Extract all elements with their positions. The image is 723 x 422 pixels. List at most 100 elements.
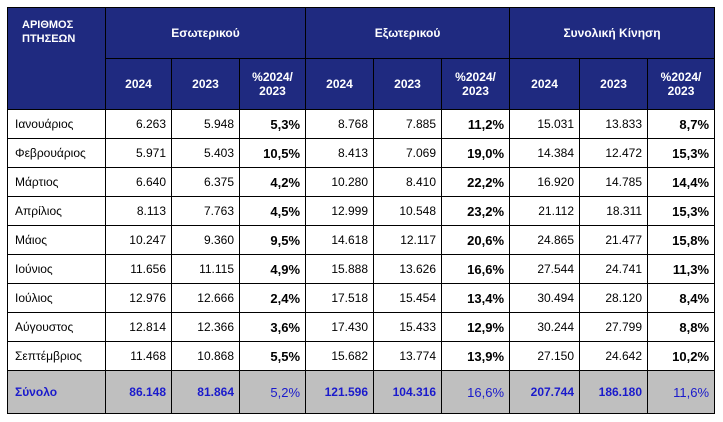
sub-header-change-line2: 2023 [462,84,489,98]
sub-header-year-2023: 2023 [579,58,649,110]
month-cell: Μάρτιος [7,167,106,197]
international-2024-cell: 14.618 [305,225,375,255]
total-2024-cell: 21.112 [509,196,581,226]
total-change-cell: 8,4% [647,283,716,313]
table-row: Ιανουάριος 6.263 5.948 5,3% 8.768 7.885 … [7,109,716,139]
domestic-2024-cell: 11.656 [105,254,172,284]
corner-header-line1: ΑΡΙΘΜΟΣ [22,19,74,31]
month-cell: Ιανουάριος [7,109,106,139]
total-change-cell: 8,8% [647,312,716,342]
domestic-change-cell: 5,3% [238,109,307,139]
month-cell: Αύγουστος [7,312,106,342]
total-change-cell: 10,2% [647,341,716,371]
total-2023-cell: 28.120 [579,283,649,313]
sub-header-change-line1: %2024/ [455,70,496,84]
total-2024-cell: 15.031 [509,109,581,139]
domestic-change-cell: 3,6% [238,312,307,342]
table-body: Ιανουάριος 6.263 5.948 5,3% 8.768 7.885 … [7,109,716,414]
total-2024-cell: 14.384 [509,138,581,168]
total-2023-cell: 24.741 [579,254,649,284]
total-2023-cell: 14.785 [579,167,649,197]
domestic-2023-cell: 9.360 [171,225,240,255]
month-cell: Ιούλιος [7,283,106,313]
sub-header-row: 2024 2023 %2024/2023 2024 2023 %2024/202… [8,58,716,110]
month-cell: Μάιος [7,225,106,255]
total-2023-cell: 13.833 [579,109,649,139]
international-2023-cell: 7.069 [373,138,443,168]
domestic-change-cell: 5,5% [238,341,307,371]
total-row: Σύνολο 86.148 81.864 5,2% 121.596 104.31… [7,370,716,414]
table-row: Φεβρουάριος 5.971 5.403 10,5% 8.413 7.06… [7,138,716,168]
sub-header-change-line1: %2024/ [660,70,702,84]
total-domestic-2024-cell: 86.148 [105,370,172,414]
total-2024-cell: 16.920 [509,167,581,197]
total-change-cell: 15,8% [647,225,716,255]
total-total-change-cell: 11,6% [647,370,716,414]
sub-header-change: %2024/2023 [441,58,511,110]
table-row: Ιούλιος 12.976 12.666 2,4% 17.518 15.454… [7,283,716,313]
total-international-2023-cell: 104.316 [373,370,443,414]
international-change-cell: 13,9% [441,341,511,371]
domestic-2024-cell: 12.976 [105,283,172,313]
total-domestic-2023-cell: 81.864 [171,370,240,414]
international-2023-cell: 8.410 [373,167,443,197]
group-header-total: Συνολική Κίνηση [509,7,716,59]
total-change-cell: 15,3% [647,196,716,226]
international-2023-cell: 13.774 [373,341,443,371]
international-change-cell: 16,6% [441,254,511,284]
table-row: Απρίλιος 8.113 7.763 4,5% 12.999 10.548 … [7,196,716,226]
sub-header-change-line1: %2024/ [252,70,293,84]
corner-header-line2: ΠΤΗΣΕΩΝ [22,33,76,45]
domestic-2023-cell: 12.666 [171,283,240,313]
table-row: Αύγουστος 12.814 12.366 3,6% 17.430 15.4… [7,312,716,342]
domestic-2024-cell: 8.113 [105,196,172,226]
total-2024-cell: 30.244 [509,312,581,342]
group-header-row: ΑΡΙΘΜΟΣ ΠΤΗΣΕΩΝ Εσωτερικού Εξωτερικού Συ… [7,7,716,110]
international-2024-cell: 15.888 [305,254,375,284]
table-row: Σεπτέμβριος 11.468 10.868 5,5% 15.682 13… [7,341,716,371]
domestic-2023-cell: 11.115 [171,254,240,284]
month-cell: Σεπτέμβριος [7,341,106,371]
domestic-2023-cell: 5.948 [171,109,240,139]
domestic-2024-cell: 6.640 [105,167,172,197]
sub-header-change-line2: 2023 [667,84,695,98]
international-change-cell: 12,9% [441,312,511,342]
domestic-2024-cell: 12.814 [105,312,172,342]
total-total-2023-cell: 186.180 [579,370,649,414]
international-2023-cell: 13.626 [373,254,443,284]
total-2024-cell: 27.150 [509,341,581,371]
domestic-change-cell: 4,2% [238,167,307,197]
domestic-2023-cell: 7.763 [171,196,240,226]
sub-header-year-2023: 2023 [171,58,240,110]
flights-table-container: ΑΡΙΘΜΟΣ ΠΤΗΣΕΩΝ Εσωτερικού Εξωτερικού Συ… [7,7,716,414]
international-2024-cell: 17.430 [305,312,375,342]
table-row: Μάιος 10.247 9.360 9,5% 14.618 12.117 20… [7,225,716,255]
domestic-2024-cell: 5.971 [105,138,172,168]
sub-header-change: %2024/2023 [238,58,307,110]
domestic-change-cell: 4,9% [238,254,307,284]
total-2024-cell: 30.494 [509,283,581,313]
total-2023-cell: 21.477 [579,225,649,255]
domestic-2023-cell: 5.403 [171,138,240,168]
total-total-2024-cell: 207.744 [509,370,581,414]
total-change-cell: 15,3% [647,138,716,168]
international-change-cell: 20,6% [441,225,511,255]
international-2023-cell: 15.454 [373,283,443,313]
sub-header-year-2024: 2024 [105,58,172,110]
table-row: Μάρτιος 6.640 6.375 4,2% 10.280 8.410 22… [7,167,716,197]
domestic-change-cell: 9,5% [238,225,307,255]
domestic-change-cell: 2,4% [238,283,307,313]
domestic-change-cell: 10,5% [238,138,307,168]
international-2023-cell: 12.117 [373,225,443,255]
total-domestic-change-cell: 5,2% [238,370,307,414]
sub-header-change: %2024/2023 [647,58,716,110]
sub-header-change-line2: 2023 [259,84,286,98]
international-2023-cell: 15.433 [373,312,443,342]
group-header-international: Εξωτερικού [305,7,511,59]
domestic-2024-cell: 10.247 [105,225,172,255]
corner-header: ΑΡΙΘΜΟΣ ΠΤΗΣΕΩΝ [7,7,106,110]
international-2024-cell: 8.413 [305,138,375,168]
international-2024-cell: 12.999 [305,196,375,226]
international-2023-cell: 7.885 [373,109,443,139]
domestic-2024-cell: 11.468 [105,341,172,371]
